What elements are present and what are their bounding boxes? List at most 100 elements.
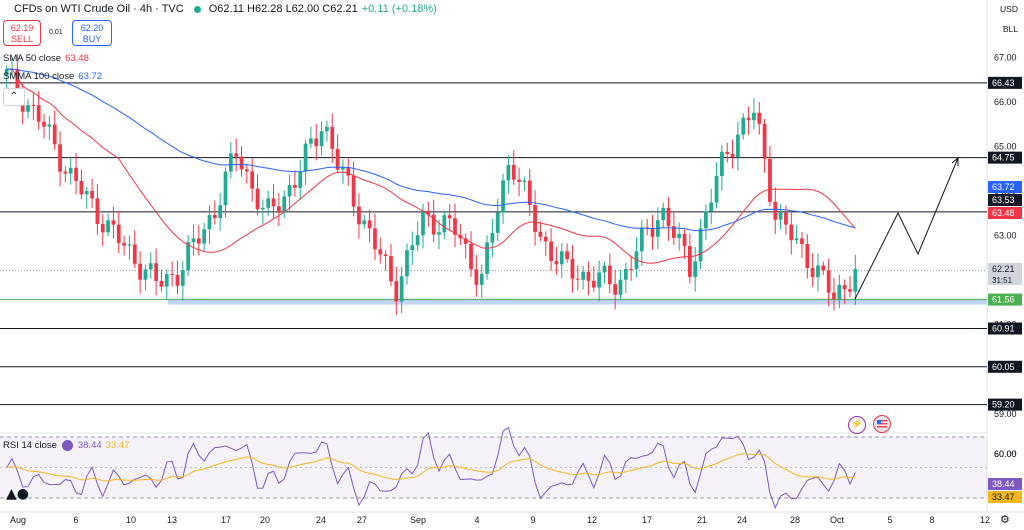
rsi-settings-icon[interactable] (61, 440, 73, 451)
price-label-sma (988, 207, 1022, 219)
price-label-support (988, 293, 1022, 306)
candle-body (677, 233, 682, 239)
time-tick-label: Sep (410, 515, 426, 525)
change-readout: +0.11 (+0.18%) (361, 3, 437, 15)
candle-body (191, 238, 196, 243)
candle-body (752, 112, 756, 121)
candle-body (399, 276, 404, 302)
candle-body (463, 238, 468, 244)
candle-body (720, 151, 724, 176)
sma50-legend[interactable]: SMA 50 close 63.48 (3, 53, 89, 64)
candle-body (367, 220, 372, 229)
candle-body (736, 134, 740, 158)
candle-body (68, 167, 73, 174)
candle-body (816, 265, 820, 278)
candle-body (148, 263, 153, 270)
candle-body (431, 214, 436, 235)
candle-body (704, 211, 708, 229)
candle-body (143, 269, 148, 280)
rsi-legend[interactable]: RSI 14 close 38.44 33.47 (3, 440, 129, 451)
candle-body (725, 151, 730, 154)
settings-icon[interactable]: ⚙ (1000, 514, 1010, 526)
tradingview-logo: ▲● (6, 486, 29, 502)
sma50-label: SMA 50 close (3, 53, 62, 64)
candle-body (575, 278, 580, 280)
candle-body (784, 212, 788, 225)
candle-body (341, 167, 345, 170)
candle-body (378, 249, 383, 255)
candle-body (559, 251, 564, 265)
spread-value: 0.01 (49, 29, 63, 36)
smma100-label: SMMA 100 close (3, 71, 75, 82)
candle-body (666, 207, 671, 227)
time-tick-label: 12 (980, 515, 990, 525)
candle-body (218, 205, 223, 218)
candle-body (52, 124, 57, 145)
candle-body (682, 233, 687, 247)
candle-body (591, 280, 596, 288)
time-tick-label: 20 (260, 515, 270, 525)
candle-body (485, 242, 489, 274)
price-label-text: 59.20 (992, 400, 1015, 410)
candle-body (554, 261, 559, 265)
candle-body (442, 215, 447, 233)
candle-body (762, 123, 767, 159)
chart-header: CFDs on WTI Crude Oil · 4h · TVC O62.11 … (0, 0, 437, 18)
rsi-label: RSI 14 close (3, 440, 57, 451)
unit-label[interactable]: BLL (1002, 24, 1018, 34)
lightning-icon[interactable]: ⚡ (848, 416, 866, 434)
price-label-text: 60.05 (992, 362, 1015, 372)
time-tick-label: Oct (830, 515, 845, 525)
price-label-last (988, 263, 1022, 285)
rsi-ma-line (6, 453, 856, 482)
time-tick-label: 17 (221, 515, 231, 525)
rsi-tick-label: 60.00 (994, 449, 1017, 459)
candle-body (122, 242, 126, 246)
buy-button[interactable]: 62.20 BUY (72, 20, 112, 46)
time-tick-label: 21 (697, 515, 707, 525)
candle-body (570, 259, 575, 279)
candle-body (602, 265, 607, 273)
candle-body (490, 232, 495, 243)
currency-label[interactable]: USD (1000, 4, 1018, 14)
candle-body (394, 281, 399, 302)
candle-body (106, 220, 110, 233)
symbol-title[interactable]: CFDs on WTI Crude Oil · 4h · TVC (14, 3, 184, 15)
price-label-text: 66.43 (992, 78, 1015, 88)
candle-body (138, 263, 142, 280)
candle-body (170, 274, 174, 276)
candle-body (362, 220, 367, 225)
candle-body (415, 235, 420, 246)
price-tick-label: 63.00 (994, 231, 1017, 241)
sell-button[interactable]: 62.19 SELL (3, 20, 41, 46)
rsi-band (0, 437, 987, 498)
candle-body (639, 227, 644, 252)
candle-body (319, 131, 324, 147)
time-tick-label: Aug (10, 515, 26, 525)
candle-body (325, 126, 329, 132)
candle-body (848, 289, 852, 292)
candle-body (234, 153, 239, 157)
time-tick-label: 24 (737, 515, 747, 525)
candle-body (533, 204, 537, 232)
candle-body (357, 206, 361, 225)
collapse-icon[interactable]: ⌃ (3, 88, 25, 106)
candle-body (479, 273, 484, 285)
rsi-value: 38.44 (77, 440, 102, 451)
candle-body (800, 238, 804, 244)
projection-arrow-icon (951, 156, 959, 166)
candle-body (597, 272, 601, 288)
candle-body (517, 179, 521, 182)
time-tick-label: 13 (167, 515, 177, 525)
candle-body (837, 284, 842, 300)
price-label-text: 62.21 (992, 264, 1015, 274)
smma100-legend[interactable]: SMMA 100 close 63.72 (3, 71, 102, 82)
candle-body (474, 269, 479, 285)
candle-body (47, 124, 52, 127)
candle-body (613, 284, 618, 295)
candle-body (453, 218, 457, 235)
us-flag-icon[interactable] (873, 415, 891, 433)
candle-body (127, 244, 132, 246)
candle-body (298, 171, 303, 188)
